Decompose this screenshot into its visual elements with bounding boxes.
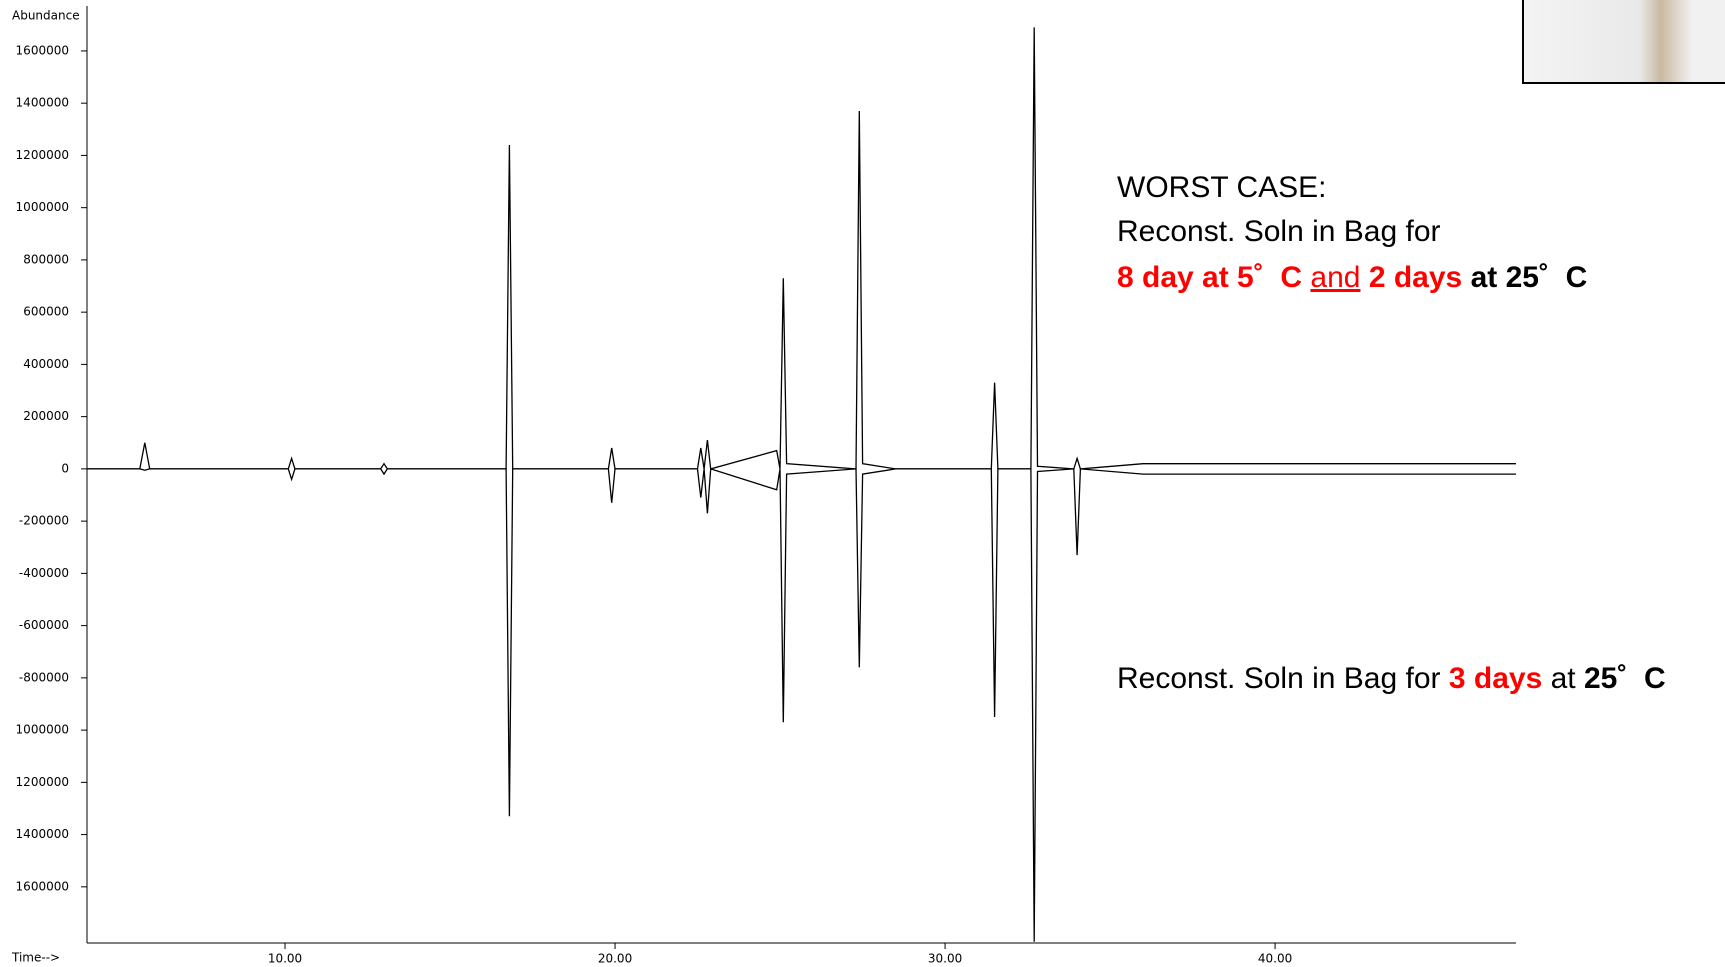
y-tick-label: -200000 [19, 514, 69, 528]
y-tick-label: 600000 [23, 305, 69, 319]
x-tick-label: 40.00 [1258, 952, 1292, 966]
y-axis-label: Abundance [12, 9, 80, 23]
annotation-line: 8 day at 5˚ C and 2 days at 25˚ C [1117, 263, 1587, 293]
y-tick-label: 1400000 [16, 827, 69, 841]
annotation-text: Reconst. Soln in Bag for [1117, 662, 1449, 695]
y-tick-label: 1200000 [16, 148, 69, 162]
y-tick-label: -800000 [19, 670, 69, 684]
x-axis-label: Time--> [11, 951, 60, 965]
annotation-text: at 25˚ C [1462, 261, 1588, 294]
annotation-line: WORST CASE: [1117, 173, 1326, 203]
x-tick-label: 20.00 [598, 952, 632, 966]
annotation-text: and [1310, 261, 1361, 294]
y-tick-label: 1000000 [16, 200, 69, 214]
y-tick-label: 1600000 [16, 879, 69, 893]
annotation-text: 2 days [1368, 261, 1463, 294]
y-tick-label: 400000 [23, 357, 69, 371]
y-tick-label: 1000000 [16, 723, 69, 737]
x-tick-label: 10.00 [268, 952, 302, 966]
annotation-text: 8 day at 5˚ C [1117, 261, 1303, 294]
video-thumbnail [1522, 0, 1725, 84]
trace [87, 27, 1516, 470]
y-tick-label: 1600000 [16, 43, 69, 57]
y-tick-label: 1200000 [16, 775, 69, 789]
y-tick-label: 200000 [23, 409, 69, 423]
annotation-text: at [1542, 662, 1584, 695]
y-tick-label: 0 [61, 461, 69, 475]
annotation-text [1360, 261, 1368, 294]
y-tick-label: -600000 [19, 618, 69, 632]
y-tick-label: -400000 [19, 566, 69, 580]
y-tick-label: 800000 [23, 252, 69, 266]
x-tick-label: 30.00 [928, 952, 962, 966]
trace [87, 468, 1516, 942]
annotation-text: 25˚ C [1583, 662, 1666, 695]
annotation-text: WORST CASE: [1117, 171, 1327, 204]
y-tick-label: 1400000 [16, 96, 69, 110]
annotation-line: Reconst. Soln in Bag for 3 days at 25˚ C [1117, 664, 1666, 694]
annotation-line: Reconst. Soln in Bag for [1117, 217, 1441, 247]
annotation-text: Reconst. Soln in Bag for [1117, 215, 1441, 248]
annotation-text: 3 days [1448, 662, 1543, 695]
